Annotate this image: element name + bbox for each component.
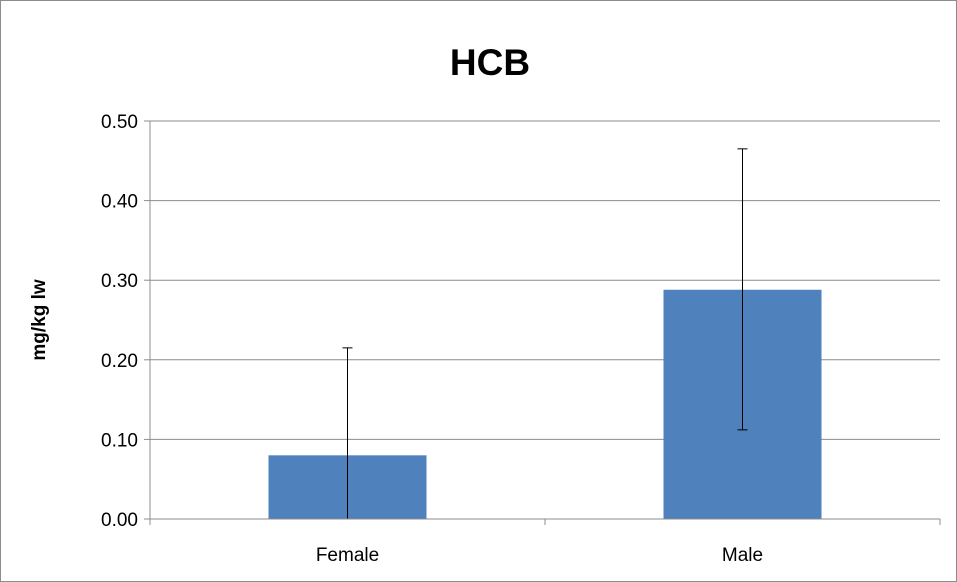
x-category-labels: Female Male — [316, 545, 763, 566]
y-axis-label: mg/kg lw — [29, 279, 50, 361]
y-tick-label: 0.50 — [101, 112, 138, 133]
error-bars — [342, 148, 748, 519]
y-tick-label: 0.10 — [101, 430, 138, 451]
bars — [268, 289, 822, 519]
x-category-label: Male — [722, 545, 763, 566]
x-category-label: Female — [316, 545, 379, 566]
axes — [144, 120, 941, 525]
chart-title: HCB — [450, 42, 530, 83]
y-tick-label: 0.20 — [101, 351, 138, 372]
y-tick-label: 0.00 — [101, 510, 138, 531]
y-tick-label: 0.40 — [101, 192, 138, 213]
y-tick-label: 0.30 — [101, 271, 138, 292]
y-tick-labels: 0.00 0.10 0.20 0.30 0.40 0.50 — [101, 112, 138, 531]
